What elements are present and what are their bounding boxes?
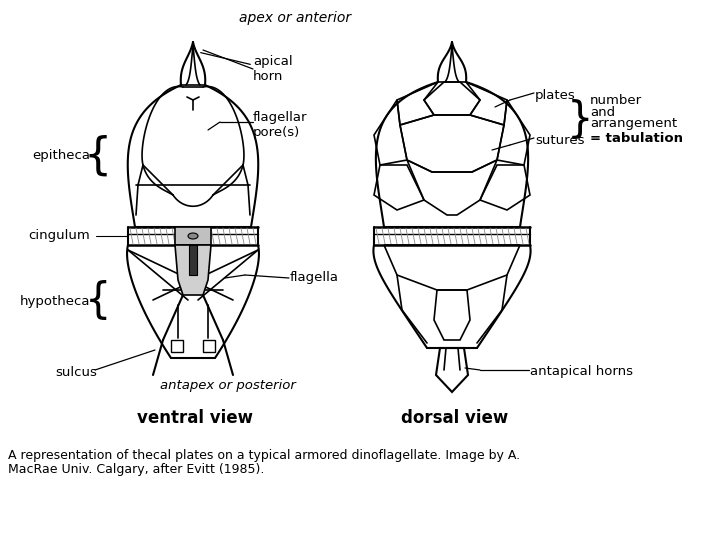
Text: {: {	[85, 280, 112, 322]
Text: plates: plates	[535, 89, 576, 102]
Text: sulcus: sulcus	[55, 367, 97, 380]
Text: flagellar
pore(s): flagellar pore(s)	[253, 111, 307, 139]
Text: = tabulation: = tabulation	[590, 132, 683, 145]
Text: {: {	[84, 134, 112, 178]
Text: number: number	[590, 93, 642, 106]
Text: flagella: flagella	[290, 272, 339, 285]
Polygon shape	[175, 227, 211, 245]
Text: arrangement: arrangement	[590, 118, 677, 131]
Text: antapical horns: antapical horns	[530, 366, 633, 379]
Text: ventral view: ventral view	[137, 409, 253, 427]
Text: }: }	[567, 99, 593, 141]
Ellipse shape	[188, 233, 198, 239]
Polygon shape	[171, 340, 183, 352]
Text: epitheca: epitheca	[32, 150, 90, 163]
Text: antapex or posterior: antapex or posterior	[160, 379, 296, 392]
Polygon shape	[189, 245, 197, 275]
Text: apex or anterior: apex or anterior	[239, 11, 351, 25]
Polygon shape	[175, 245, 211, 295]
Polygon shape	[203, 340, 215, 352]
Text: dorsal view: dorsal view	[401, 409, 508, 427]
Text: cingulum: cingulum	[28, 230, 90, 242]
Text: hypotheca: hypotheca	[19, 295, 90, 308]
Text: A representation of thecal plates on a typical armored dinoflagellate. Image by : A representation of thecal plates on a t…	[8, 449, 520, 462]
Text: MacRae Univ. Calgary, after Evitt (1985).: MacRae Univ. Calgary, after Evitt (1985)…	[8, 463, 264, 476]
Text: apical
horn: apical horn	[253, 55, 292, 83]
Text: and: and	[590, 105, 615, 118]
Text: sutures: sutures	[535, 133, 585, 146]
